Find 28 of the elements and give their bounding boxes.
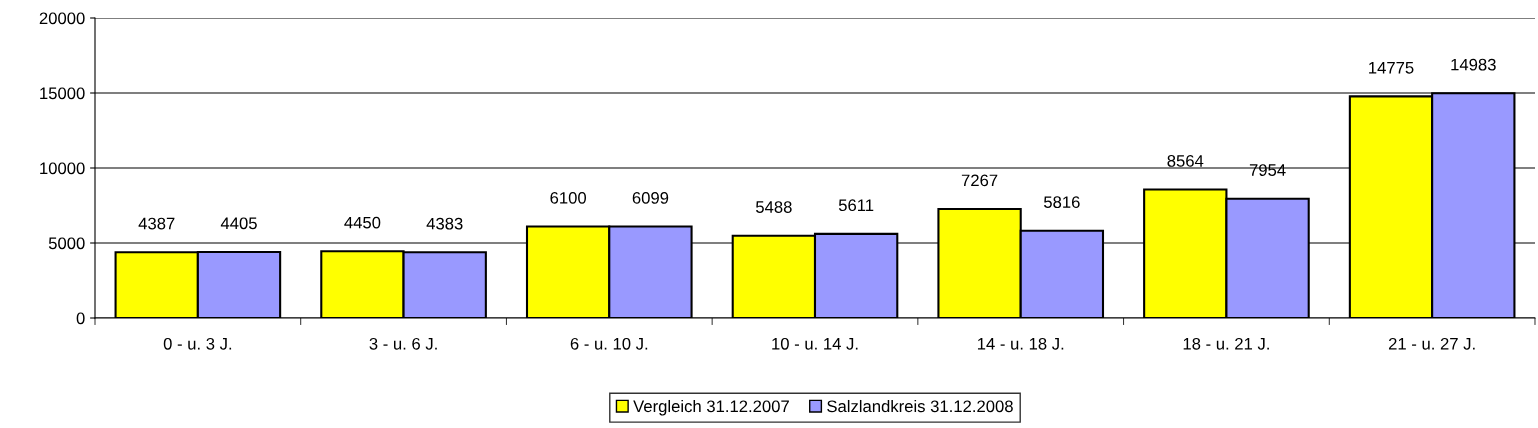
x-tick-label: 10 - u. 14 J. [772, 337, 858, 350]
data-label: 6099 [632, 191, 669, 204]
legend-label: Vergleich 31.12.2007 [633, 399, 789, 416]
data-label: 8564 [1167, 155, 1204, 167]
x-tick-label: 3 - u. 6 J. [369, 337, 437, 350]
x-tick-label: 0 - u. 3 J. [163, 337, 232, 350]
data-label: 5816 [1043, 196, 1080, 209]
y-tick-label: 0 [76, 312, 85, 325]
y-tick-label: 5000 [48, 237, 85, 250]
x-tick-label: 6 - u. 10 J. [570, 337, 648, 350]
data-label: 7954 [1249, 164, 1286, 176]
data-label: 4450 [344, 216, 381, 229]
legend-label: Salzlandkreis 31.12.2008 [827, 399, 1013, 413]
y-tick-label: 10000 [40, 162, 85, 175]
x-tick-label: 14 - u. 18 J. [977, 337, 1064, 350]
data-label: 4405 [220, 217, 257, 230]
y-tick-label: 20000 [39, 12, 85, 25]
x-tick-label: 18 - u. 21 J. [1183, 337, 1269, 350]
y-tick-label: 15000 [40, 87, 85, 100]
x-tick-label: 21 - u. 27 J. [1388, 337, 1475, 350]
data-label: 5488 [755, 201, 792, 213]
data-label: 14983 [1451, 58, 1496, 71]
data-label: 5611 [838, 199, 874, 212]
data-label: 4383 [426, 217, 463, 230]
data-label: 4387 [138, 217, 175, 230]
data-label: 6100 [550, 191, 587, 204]
data-label: 14775 [1369, 62, 1414, 74]
data-label: 7267 [961, 174, 998, 187]
